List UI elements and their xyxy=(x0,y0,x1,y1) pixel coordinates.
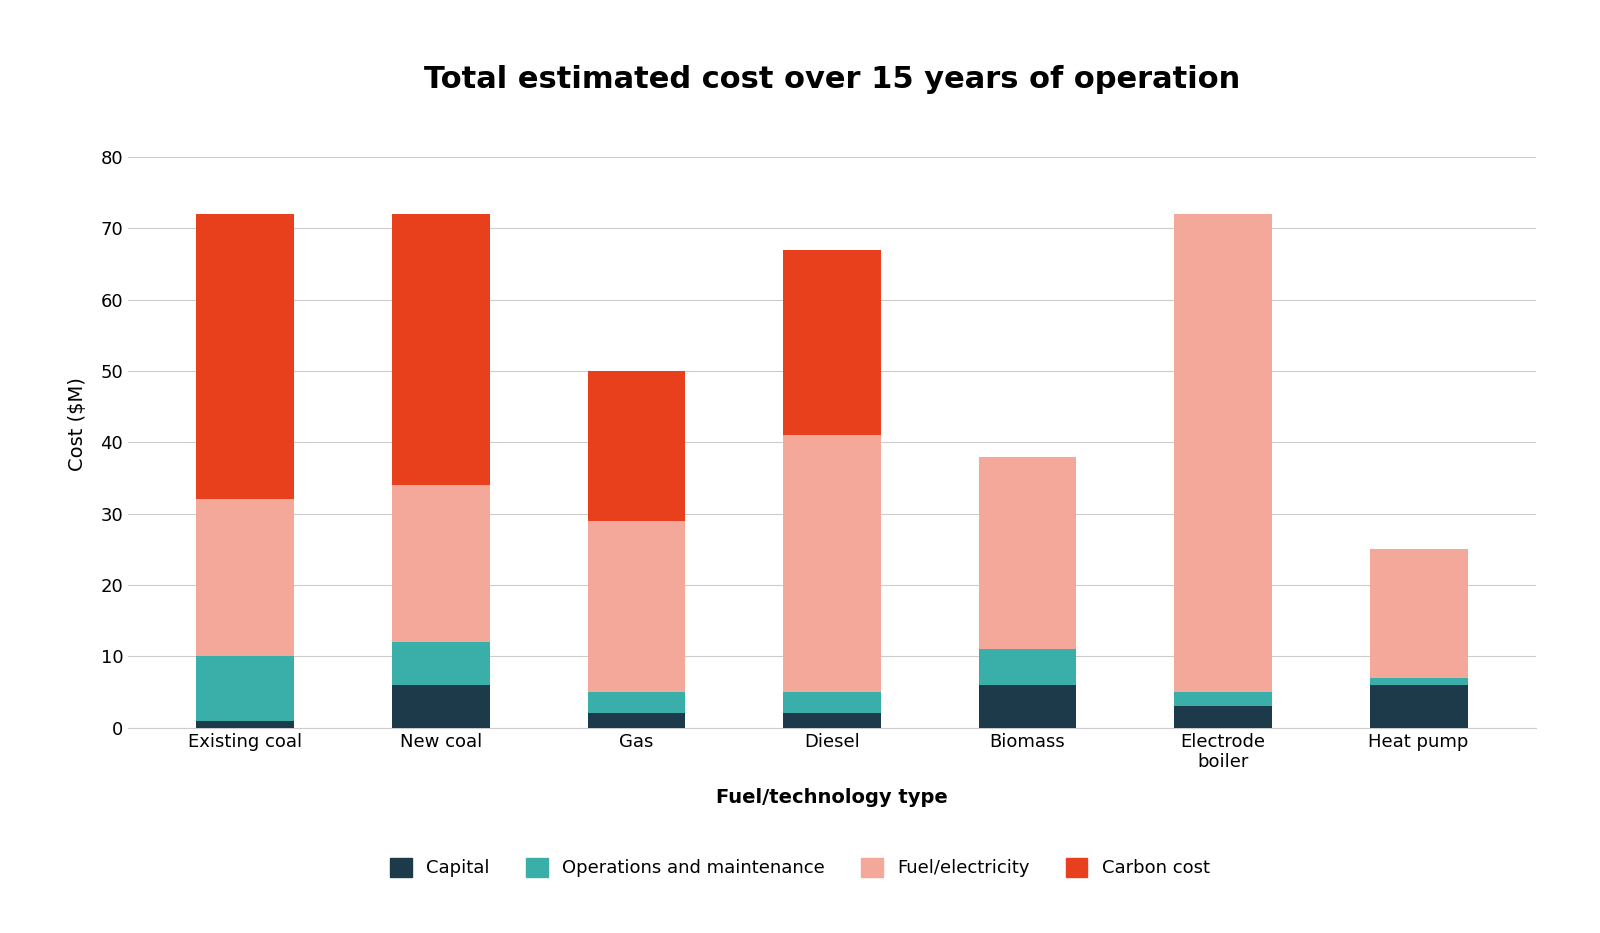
Bar xyxy=(587,371,685,521)
Legend: Capital, Operations and maintenance, Fuel/electricity, Carbon cost: Capital, Operations and maintenance, Fue… xyxy=(376,843,1224,892)
Bar xyxy=(197,657,294,720)
Bar xyxy=(392,685,490,728)
Bar xyxy=(782,435,882,692)
Bar xyxy=(782,250,882,435)
Bar xyxy=(782,692,882,714)
Bar xyxy=(1370,550,1467,677)
Bar xyxy=(1174,692,1272,706)
Bar xyxy=(1370,685,1467,728)
Bar xyxy=(587,692,685,714)
Bar xyxy=(392,214,490,485)
Y-axis label: Cost ($M): Cost ($M) xyxy=(67,378,86,471)
Bar xyxy=(197,499,294,657)
Bar xyxy=(392,642,490,685)
Bar xyxy=(979,649,1077,685)
Bar xyxy=(1174,214,1272,692)
Bar xyxy=(1174,706,1272,728)
Bar xyxy=(1370,677,1467,685)
Bar xyxy=(979,456,1077,649)
Bar xyxy=(587,714,685,728)
Bar xyxy=(197,214,294,499)
Bar xyxy=(392,485,490,642)
X-axis label: Fuel/technology type: Fuel/technology type xyxy=(717,788,947,807)
Bar xyxy=(197,720,294,728)
Bar xyxy=(782,714,882,728)
Bar xyxy=(979,685,1077,728)
Bar xyxy=(587,521,685,692)
Title: Total estimated cost over 15 years of operation: Total estimated cost over 15 years of op… xyxy=(424,65,1240,94)
